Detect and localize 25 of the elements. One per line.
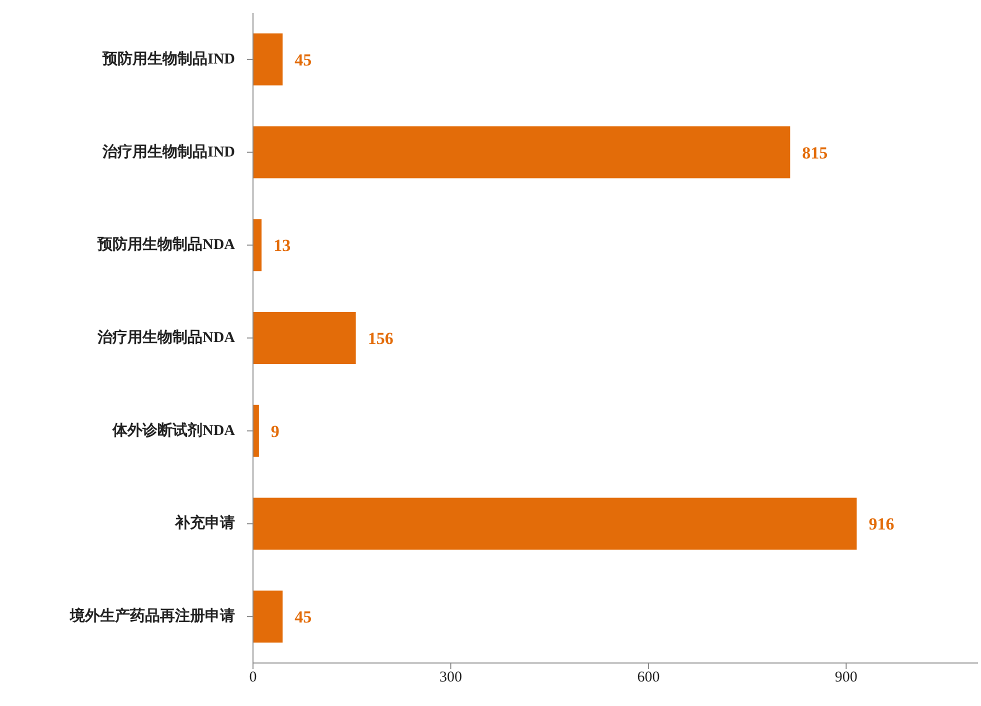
bar [253,33,283,86]
data-label: 13 [274,236,291,256]
y-tick-label: 治疗用生物制品IND [101,143,236,160]
bar [253,312,356,364]
y-tick-label: 治疗用生物制品NDA [96,329,236,346]
data-label: 815 [802,143,828,162]
y-tick-label: 境外生产药品再注册申请 [69,606,235,625]
x-tick-label: 600 [637,670,660,686]
bar [253,219,262,272]
x-tick-label: 300 [439,670,462,686]
bar [253,498,857,550]
data-label: 916 [868,514,894,534]
data-label: 9 [270,422,280,441]
bar [253,590,283,643]
x-tick-label: 0 [249,670,257,686]
y-tick-label: 体外诊断试剂NDA [112,420,236,439]
data-label: 156 [368,329,394,348]
y-tick-label: 预防用生物制品IND [101,50,236,68]
bar [253,126,790,178]
y-tick-label: 预防用生物制品NDA [96,236,236,254]
data-label: 45 [294,50,312,70]
bar [253,404,259,457]
data-label: 45 [294,608,312,627]
x-tick-label: 900 [834,670,858,686]
y-tick-label: 补充申请 [174,514,235,532]
